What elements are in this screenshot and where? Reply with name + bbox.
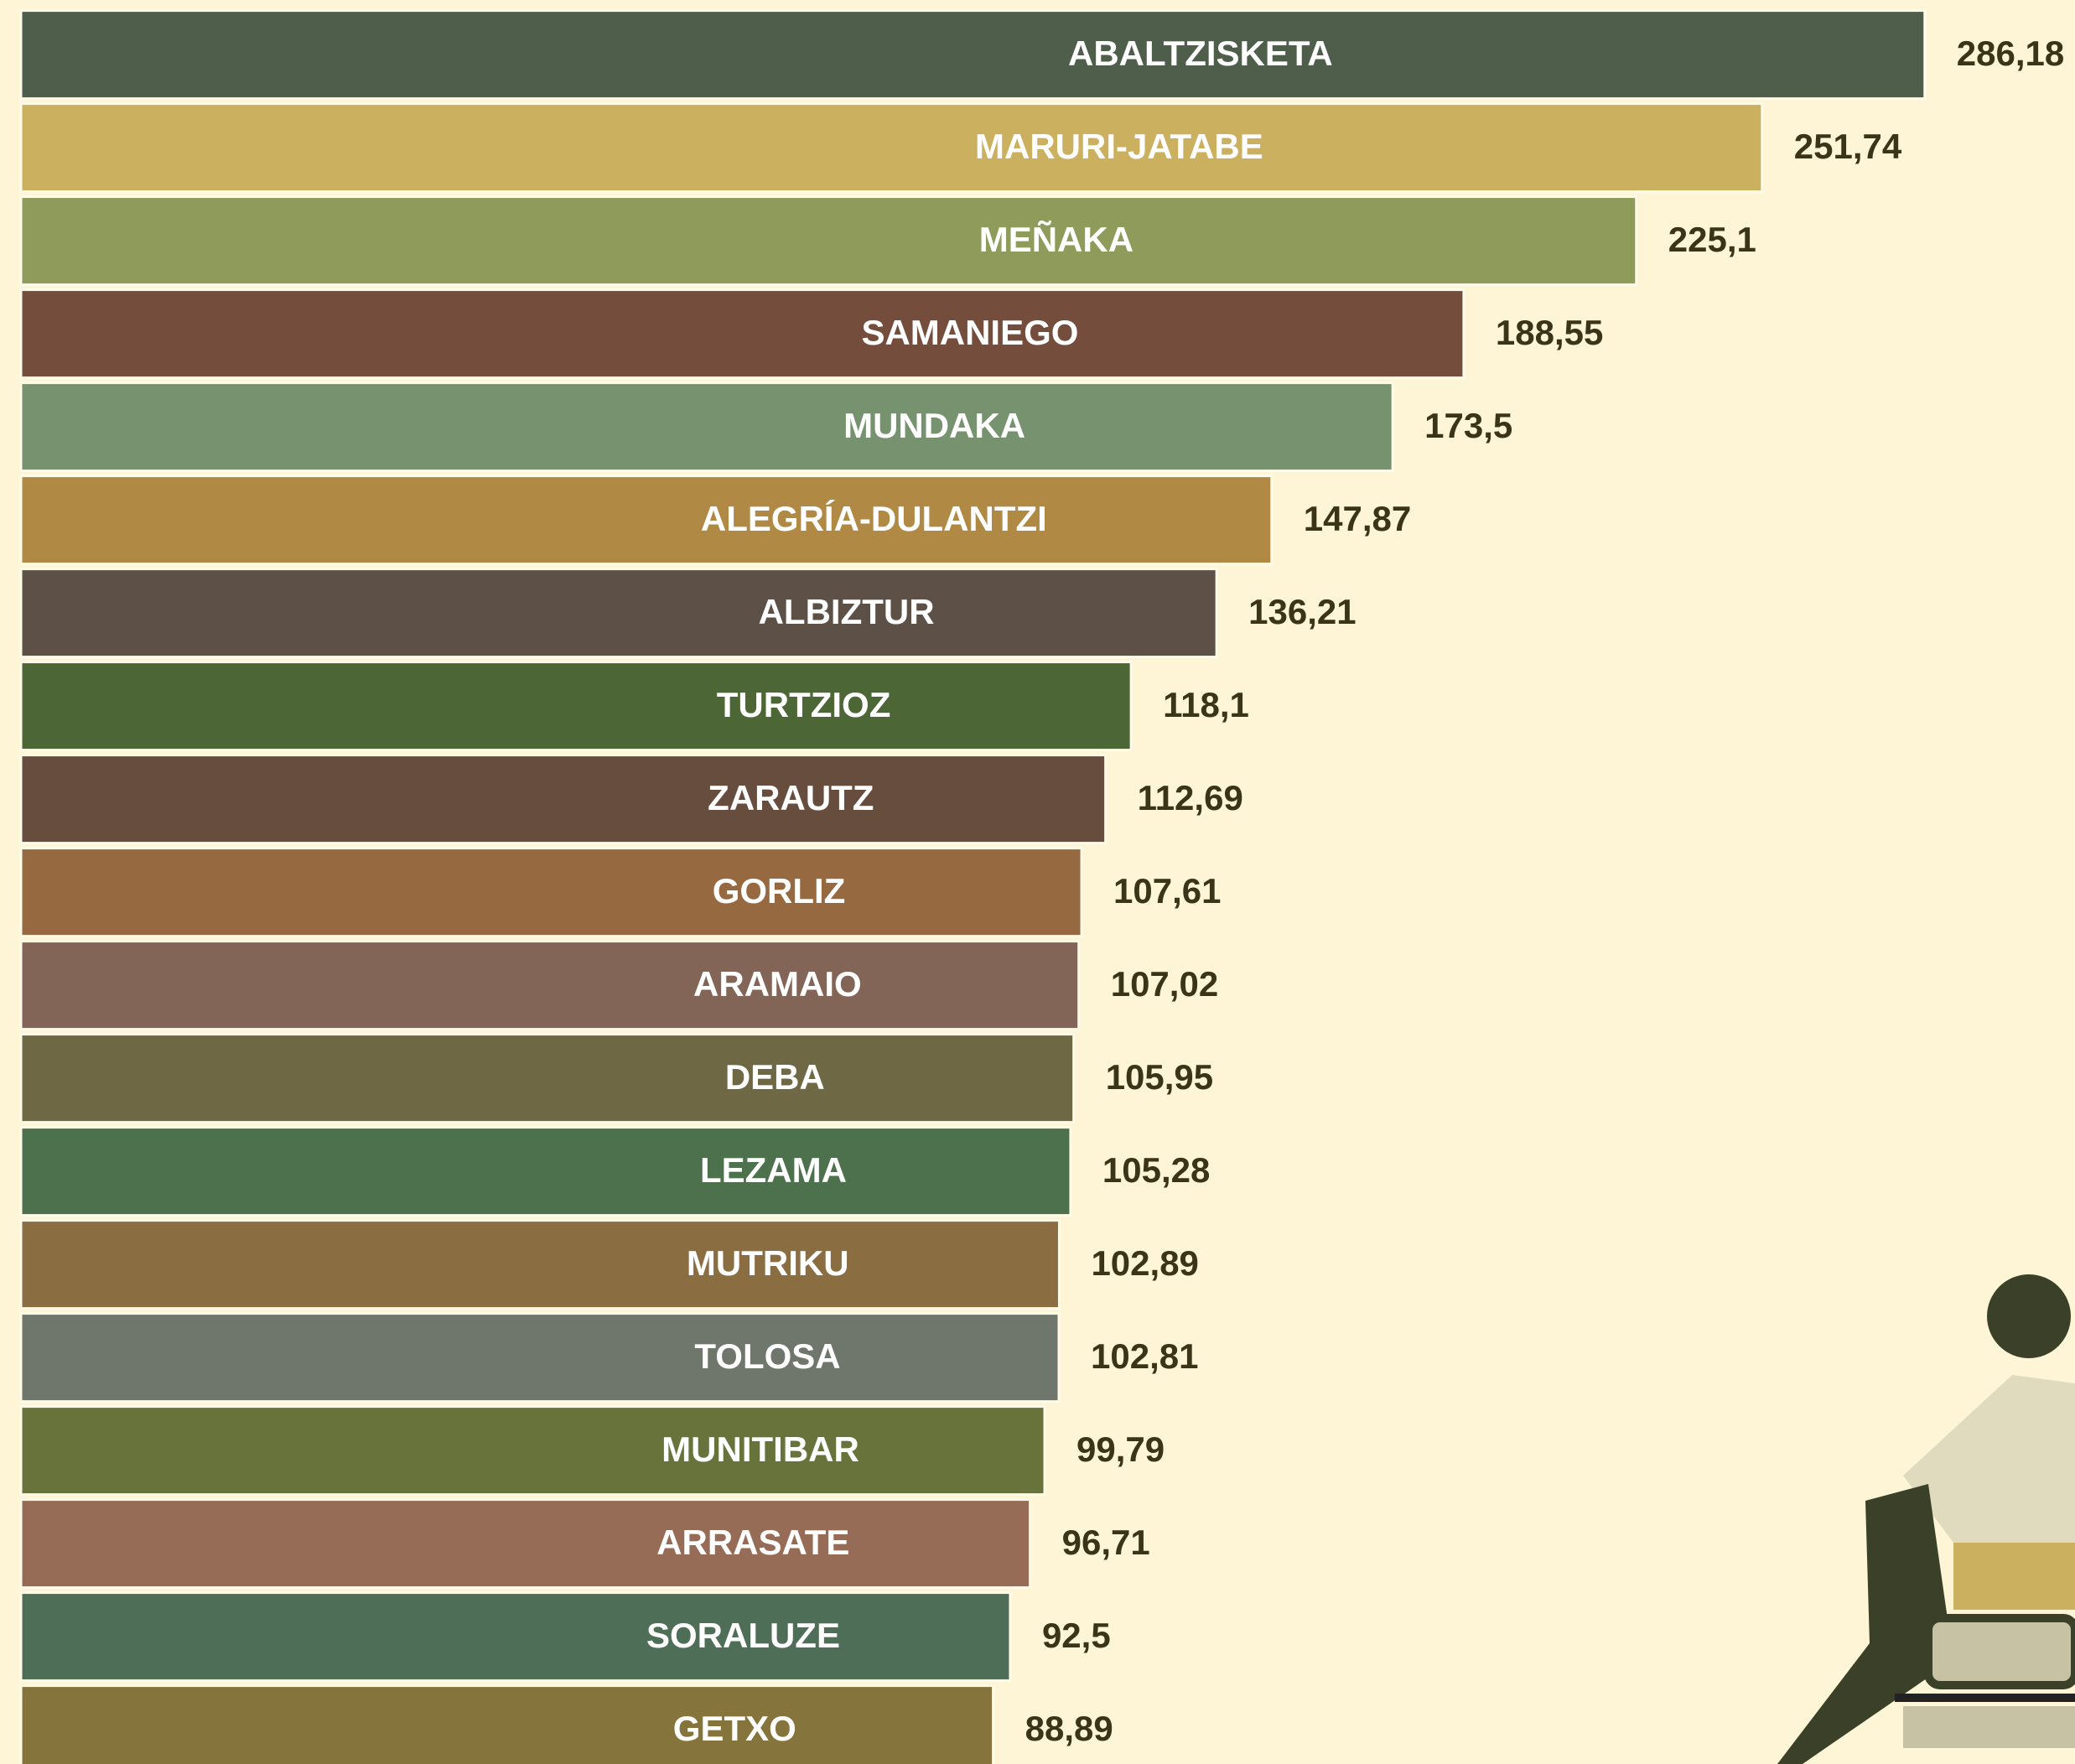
bar xyxy=(21,662,1131,750)
bar xyxy=(21,1407,1045,1495)
value-label: 96,71 xyxy=(1062,1523,1150,1562)
bar-label: MARURI-JATABE xyxy=(975,127,1263,166)
book xyxy=(1903,1706,2075,1748)
bar xyxy=(21,290,1464,378)
value-label: 105,28 xyxy=(1102,1150,1210,1190)
value-label: 88,89 xyxy=(1025,1709,1113,1748)
bar-label: SAMANIEGO xyxy=(861,313,1078,352)
bar-label: GORLIZ xyxy=(713,871,846,911)
page: ABALTZISKETA 286,18 MARURI-JATABE 251,74 MEÑ… xyxy=(0,0,2075,1764)
value-label: 99,79 xyxy=(1076,1429,1165,1469)
bar-label: LEZAMA xyxy=(700,1150,847,1190)
bar-label: DEBA xyxy=(725,1057,825,1097)
bar xyxy=(21,11,1925,99)
bar-label: ALBIZTUR xyxy=(759,592,935,631)
bar xyxy=(21,1035,1074,1123)
bar xyxy=(21,104,1762,192)
value-label: 107,02 xyxy=(1111,964,1218,1004)
value-label: 118,1 xyxy=(1163,685,1249,724)
bar xyxy=(21,1500,1030,1588)
book xyxy=(1953,1543,2075,1610)
bar-label: ABALTZISKETA xyxy=(1068,34,1333,73)
bar xyxy=(21,569,1216,657)
bar xyxy=(21,383,1393,471)
chart: ABALTZISKETA 286,18 MARURI-JATABE 251,74 MEÑ… xyxy=(0,0,2075,1764)
bar xyxy=(21,1221,1059,1309)
value-label: 173,5 xyxy=(1424,406,1512,445)
bar xyxy=(21,197,1637,285)
bar-label: ARAMAIO xyxy=(693,964,862,1004)
value-label: 286,18 xyxy=(1957,34,2064,73)
bar-label: MUNITIBAR xyxy=(661,1429,859,1469)
value-label: 112,69 xyxy=(1138,778,1243,817)
value-label: 92,5 xyxy=(1042,1616,1111,1655)
value-label: 251,74 xyxy=(1794,127,1902,166)
bar xyxy=(21,476,1272,564)
person-head xyxy=(1987,1274,2071,1358)
bar xyxy=(21,942,1079,1030)
value-label: 105,95 xyxy=(1106,1057,1213,1097)
value-label: 102,89 xyxy=(1091,1243,1198,1283)
bar-label: MUTRIKU xyxy=(687,1243,849,1283)
bar-label: SORALUZE xyxy=(646,1616,840,1655)
value-label: 225,1 xyxy=(1668,220,1756,259)
bar xyxy=(21,1593,1010,1681)
bar-label: TURTZIOZ xyxy=(717,685,891,724)
bar-label: MUNDAKA xyxy=(843,406,1025,445)
bar-label: MEÑAKA xyxy=(979,220,1133,259)
value-label: 136,21 xyxy=(1248,592,1356,631)
bar xyxy=(21,755,1106,843)
bar-label: ALEGRÍA-DULANTZI xyxy=(701,499,1047,538)
value-label: 147,87 xyxy=(1304,499,1411,538)
bar-label: TOLOSA xyxy=(694,1336,840,1376)
value-label: 102,81 xyxy=(1091,1336,1198,1376)
book xyxy=(1928,1618,2075,1685)
bar xyxy=(21,1314,1059,1402)
value-label: 107,61 xyxy=(1113,871,1221,911)
bar-label: GETXO xyxy=(673,1709,796,1748)
bar xyxy=(21,848,1082,936)
value-label: 188,55 xyxy=(1496,313,1603,352)
bar-label: ARRASATE xyxy=(656,1523,849,1562)
bar xyxy=(21,1686,993,1764)
bar-label: ZARAUTZ xyxy=(708,778,874,817)
bar xyxy=(21,1128,1071,1216)
shelf xyxy=(1895,1694,2075,1702)
